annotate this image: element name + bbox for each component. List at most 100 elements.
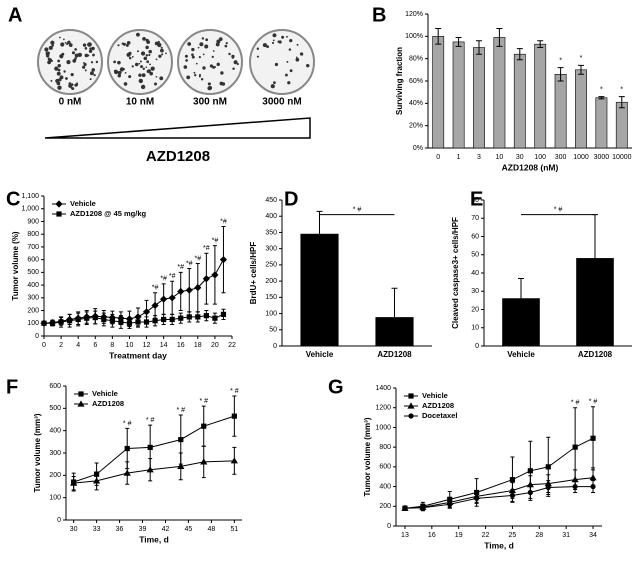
colony [142,37,146,41]
y-tick-label: 400 [265,213,277,220]
x-axis-title: Time, d [484,540,514,550]
colony [51,44,54,47]
point [402,505,408,511]
colony [64,41,67,44]
colony [140,65,144,69]
significance-marker: *# [195,255,202,262]
y-tick-label: 600 [379,464,391,471]
colony [131,65,134,68]
bar [473,47,485,149]
y-tick-label: 200 [49,472,61,479]
colony [56,71,61,76]
colony [306,63,310,68]
x-tick-label: 10000 [612,154,632,161]
colony [89,71,94,76]
x-tick-label: 0 [42,342,46,349]
colony [44,47,49,52]
y-tick-label: 0 [35,333,39,340]
point [151,301,159,310]
y-tick-label: 0 [273,343,277,350]
point [220,311,227,317]
colony [289,38,293,43]
point [41,320,47,326]
colony [71,51,75,55]
colony [187,42,192,46]
x-tick-label: 1000 [573,154,589,161]
colony [160,46,163,49]
point [118,319,124,325]
colony [126,41,131,45]
x-tick-label: 0 [436,154,440,161]
point [572,444,578,450]
colony [70,87,74,90]
colony [221,82,226,86]
series-line [43,259,224,324]
colony [138,78,143,84]
colony [157,40,160,44]
colony [284,73,288,77]
bar [615,101,628,149]
y-axis-title: Tumor volume (%) [11,231,20,301]
panel-letter: D [284,188,298,210]
y-tick-label: 600 [27,256,39,263]
y-tick-label: 350 [265,229,277,236]
point [211,271,219,279]
colony [236,62,239,66]
colony [124,72,127,74]
colony [289,69,293,73]
significance-marker: * [620,86,623,93]
legend-marker [78,391,84,397]
bar [575,69,587,149]
error-bar [516,48,523,61]
x-tick-label: Vehicle [507,350,535,359]
colony [138,62,141,65]
y-tick-label: 40 [471,270,479,277]
error-bar [578,64,584,75]
legend-marker [408,393,414,399]
colony [90,61,94,64]
colony [286,60,289,63]
colony [91,68,96,72]
point [186,314,192,320]
colony [54,66,59,71]
legend-marker [408,413,414,419]
y-tick-label: 50 [471,252,479,259]
y-tick-label: 200 [379,503,391,510]
colony [233,60,238,65]
significance-marker: * [580,55,583,62]
significance-marker: * # [199,398,208,405]
colony [266,45,269,49]
error-bar [557,67,564,82]
point [92,314,98,321]
x-tick-label: AZD1208 [578,350,613,359]
point [185,286,193,294]
colony [70,83,74,87]
y-tick-label: 1400 [375,385,391,392]
x-tick-label: 16 [177,342,185,349]
colony [66,60,71,65]
y-tick-label: 60 [471,233,479,240]
colony [117,44,120,47]
significance-marker: * # [230,388,239,395]
x-tick-label: 6 [93,342,97,349]
point [231,413,237,419]
colony [199,42,204,47]
colony [140,51,146,56]
point [109,318,115,324]
colony [89,47,92,50]
bar [493,37,506,149]
colony [211,55,214,59]
y-tick-label: 0 [57,517,61,524]
colony [296,43,299,46]
bar [576,258,614,347]
colony [134,62,139,67]
colony [256,47,260,50]
y-tick-label: 250 [265,262,277,269]
significance-marker: * # [571,400,580,407]
panel-letter: G [328,376,344,398]
colony [155,58,158,61]
y-tick-label: 120% [405,11,423,18]
y-tick-label: 100 [27,320,39,327]
colony [72,58,77,63]
colony [83,62,87,67]
